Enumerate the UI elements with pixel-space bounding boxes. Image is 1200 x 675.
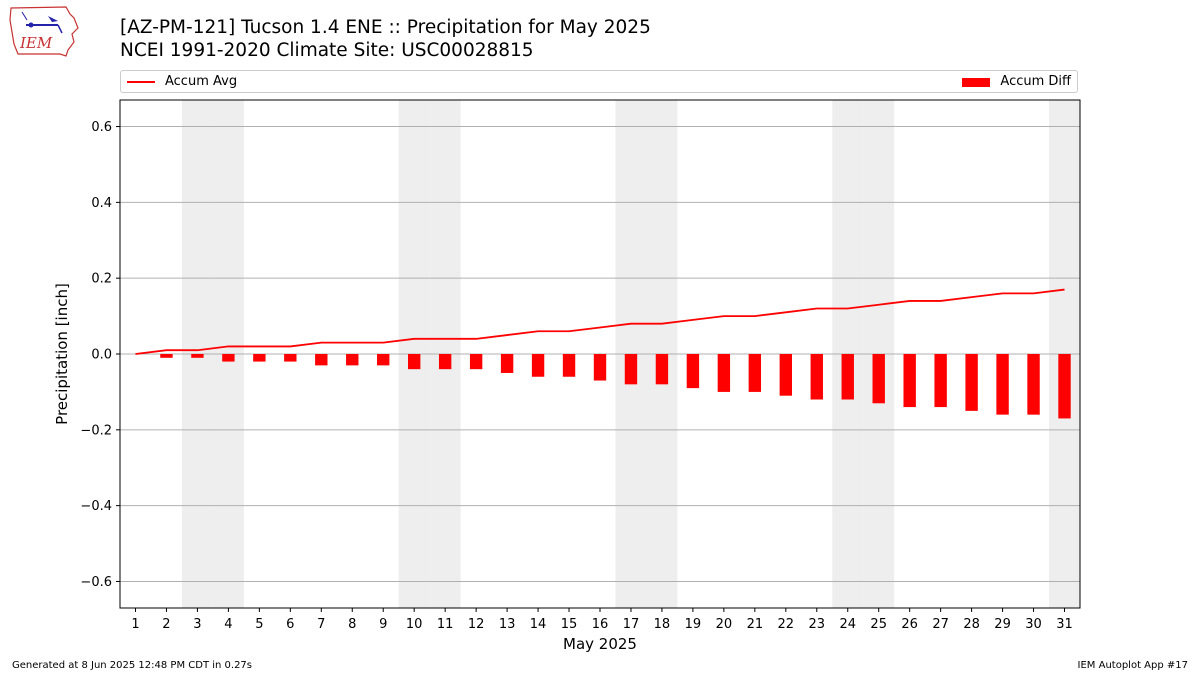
x-tick-label: 20 bbox=[716, 617, 733, 632]
accum-diff-bar bbox=[408, 354, 421, 370]
x-tick-label: 4 bbox=[224, 617, 232, 632]
weather-station-icon bbox=[21, 11, 63, 34]
y-tick-label: 0.0 bbox=[91, 348, 112, 363]
y-tick-label: 0.6 bbox=[91, 120, 112, 135]
accum-diff-bar bbox=[222, 354, 235, 362]
chart-title: [AZ-PM-121] Tucson 1.4 ENE :: Precipitat… bbox=[120, 17, 651, 38]
x-tick-label: 9 bbox=[379, 617, 387, 632]
x-tick-label: 22 bbox=[778, 617, 795, 632]
x-tick-label: 19 bbox=[685, 617, 702, 632]
accum-diff-bar bbox=[748, 354, 762, 392]
footer-app: IEM Autoplot App #17 bbox=[1077, 660, 1188, 671]
accum-diff-bar bbox=[624, 354, 638, 385]
accum-diff-bar bbox=[996, 354, 1009, 415]
x-tick-label: 10 bbox=[406, 617, 423, 632]
legend-item-accum-avg: Accum Avg bbox=[127, 74, 237, 90]
y-tick-label: 0.4 bbox=[91, 196, 112, 211]
accum-diff-bar bbox=[562, 354, 576, 377]
accum-diff-bar bbox=[500, 354, 514, 373]
accum-diff-bar bbox=[810, 354, 823, 400]
accum-diff-bar bbox=[965, 354, 978, 411]
x-tick-label: 24 bbox=[839, 617, 856, 632]
x-tick-label: 25 bbox=[870, 617, 887, 632]
accum-diff-bar bbox=[1058, 354, 1071, 419]
accum-diff-bar bbox=[191, 354, 204, 358]
logo-text: IEM bbox=[19, 34, 53, 52]
accum-diff-bar bbox=[872, 354, 885, 404]
iem-logo: IEM bbox=[9, 6, 79, 57]
x-tick-label: 5 bbox=[255, 617, 263, 632]
accum-diff-bar bbox=[779, 354, 792, 396]
x-tick-label: 12 bbox=[468, 617, 485, 632]
accum-diff-bar bbox=[253, 354, 266, 362]
accum-avg-line bbox=[135, 288, 1065, 355]
x-tick-label: 23 bbox=[809, 617, 826, 632]
accum-diff-bar bbox=[717, 354, 731, 392]
x-tick-label: 3 bbox=[193, 617, 201, 632]
accum-diff-bar bbox=[903, 354, 916, 408]
x-tick-label: 28 bbox=[963, 617, 980, 632]
accum-diff-bar bbox=[438, 354, 452, 370]
x-tick-label: 18 bbox=[654, 617, 671, 632]
x-axis-label: May 2025 bbox=[563, 635, 637, 653]
chart-subtitle: NCEI 1991-2020 Climate Site: USC00028815 bbox=[120, 40, 534, 61]
x-tick-label: 29 bbox=[994, 617, 1011, 632]
x-tick-label: 31 bbox=[1056, 617, 1073, 632]
x-tick-label: 13 bbox=[499, 617, 516, 632]
legend: Accum Avg Accum Diff bbox=[120, 70, 1078, 93]
accum-diff-bar bbox=[1027, 354, 1040, 415]
x-tick-label: 2 bbox=[162, 617, 170, 632]
accum-diff-bar bbox=[686, 354, 700, 389]
x-tick-label: 15 bbox=[561, 617, 578, 632]
x-tick-label: 6 bbox=[286, 617, 294, 632]
accum-diff-bar bbox=[655, 354, 669, 385]
legend-label-accum-diff: Accum Diff bbox=[1000, 74, 1071, 89]
x-tick-label: 11 bbox=[437, 617, 454, 632]
accum-diff-bar bbox=[315, 354, 328, 366]
accum-diff-bar bbox=[160, 354, 173, 358]
accum-diff-bar bbox=[469, 354, 483, 370]
x-tick-label: 30 bbox=[1025, 617, 1042, 632]
accum-diff-bar bbox=[346, 354, 359, 366]
y-tick-label: −0.2 bbox=[80, 423, 112, 438]
accum-diff-bar bbox=[284, 354, 297, 362]
x-tick-label: 1 bbox=[131, 617, 139, 632]
x-tick-label: 26 bbox=[901, 617, 918, 632]
y-tick-label: 0.2 bbox=[91, 272, 112, 287]
legend-line-swatch bbox=[127, 81, 155, 83]
y-tick-label: −0.4 bbox=[80, 499, 112, 514]
legend-item-accum-diff: Accum Diff bbox=[962, 74, 1071, 90]
accum-diff-bar bbox=[377, 354, 390, 366]
legend-bar-swatch bbox=[962, 77, 991, 87]
x-tick-label: 21 bbox=[747, 617, 764, 632]
x-tick-label: 27 bbox=[932, 617, 949, 632]
accum-diff-bar bbox=[531, 354, 545, 377]
footer-generated: Generated at 8 Jun 2025 12:48 PM CDT in … bbox=[12, 660, 253, 671]
accum-diff-bar bbox=[841, 354, 854, 400]
x-tick-label: 14 bbox=[530, 617, 547, 632]
x-tick-label: 8 bbox=[348, 617, 356, 632]
accum-diff-bar bbox=[934, 354, 947, 408]
x-tick-label: 16 bbox=[592, 617, 609, 632]
accum-diff-bar bbox=[593, 354, 607, 381]
y-tick-label: −0.6 bbox=[80, 575, 112, 590]
y-axis-label: Precipitation [inch] bbox=[53, 283, 71, 425]
legend-label-accum-avg: Accum Avg bbox=[165, 74, 238, 89]
x-tick-label: 17 bbox=[623, 617, 640, 632]
x-tick-label: 7 bbox=[317, 617, 325, 632]
